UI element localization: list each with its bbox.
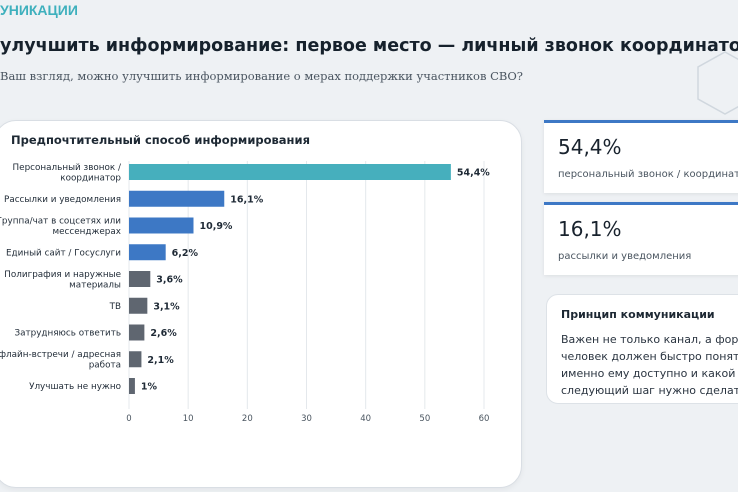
x-tick-label: 20 bbox=[242, 414, 253, 424]
value-label: 54,4% bbox=[457, 168, 490, 179]
value-label: 1% bbox=[141, 382, 158, 393]
bar-chart: 0 10 20 30 40 50 60 Персональный звонок / коорди… bbox=[0, 161, 490, 424]
category-label: Группа/чат в соцсетях или мессенджерах bbox=[0, 216, 121, 237]
category-label-line: Единый сайт / Госуслуги bbox=[6, 248, 121, 258]
section-tag: УНИКАЦИИ bbox=[0, 2, 78, 18]
category-label-line: координатор bbox=[60, 173, 121, 183]
category-label-line: мессенджерах bbox=[53, 227, 122, 237]
value-label: 3,6% bbox=[156, 275, 183, 286]
category-label-line: работа bbox=[89, 361, 121, 371]
category-label: Единый сайт / Госуслуги bbox=[6, 248, 121, 258]
category-label-line: Офлайн-встречи / адресная bbox=[0, 350, 121, 360]
principle-line: именно ему доступно и какой bbox=[561, 367, 736, 380]
stat-value: 16,1% bbox=[558, 217, 622, 241]
category-label-line: Группа/чат в соцсетях или bbox=[0, 216, 121, 226]
x-tick-label: 0 bbox=[126, 414, 131, 424]
principle-line: следующий шаг нужно сделать. bbox=[561, 384, 738, 397]
stat-card-phone: 54,4% персональный звонок / координатор bbox=[544, 120, 738, 193]
category-label-line: ТВ bbox=[109, 302, 121, 312]
value-label: 10,9% bbox=[199, 221, 232, 232]
x-tick-label: 50 bbox=[419, 414, 430, 424]
chart-title: Предпочтительный способ информирования bbox=[11, 133, 310, 147]
page-subtitle: Ваш взгляд, можно улучшить информировани… bbox=[0, 69, 523, 83]
category-label-line: материалы bbox=[69, 280, 121, 290]
page-title: улучшить информирование: первое место — … bbox=[0, 36, 738, 56]
category-label: Офлайн-встречи / адресная работа bbox=[0, 350, 121, 371]
category-label: Затрудняюсь ответить bbox=[14, 329, 121, 339]
x-tick-label: 10 bbox=[183, 414, 194, 424]
bar bbox=[129, 324, 145, 341]
category-label-line: Полиграфия и наружные bbox=[4, 270, 121, 280]
category-label-line: Затрудняюсь ответить bbox=[14, 329, 121, 339]
principle-card: Принцип коммуникации Важен не только кан… bbox=[546, 294, 738, 404]
principle-line: Важен не только канал, а форма bbox=[561, 333, 738, 346]
category-label-line: Рассылки и уведомления bbox=[4, 195, 121, 205]
category-label: ТВ bbox=[109, 302, 121, 312]
category-label: Улучшать не нужно bbox=[29, 382, 121, 392]
category-label-line: Улучшать не нужно bbox=[29, 382, 121, 392]
chart-card: Предпочтительный способ информирования 0… bbox=[0, 120, 522, 488]
bar bbox=[129, 217, 194, 234]
value-label: 6,2% bbox=[172, 248, 199, 259]
category-label: Полиграфия и наружные материалы bbox=[4, 270, 121, 291]
stat-card-mailing: 16,1% рассылки и уведомления bbox=[544, 202, 738, 275]
principle-text: Важен не только канал, а форма человек д… bbox=[561, 331, 738, 399]
bar bbox=[129, 351, 142, 368]
stat-label: персональный звонок / координатор bbox=[558, 169, 738, 180]
category-label-line: Персональный звонок / bbox=[13, 163, 121, 173]
stat-value: 54,4% bbox=[558, 135, 622, 159]
value-label: 2,1% bbox=[147, 355, 174, 366]
bar bbox=[129, 190, 225, 207]
principle-line: человек должен быстро понять, bbox=[561, 350, 738, 363]
bar bbox=[129, 244, 166, 261]
stat-label: рассылки и уведомления bbox=[558, 251, 692, 262]
category-label: Рассылки и уведомления bbox=[4, 195, 121, 205]
x-tick-label: 30 bbox=[301, 414, 312, 424]
hexagon-decoration-icon bbox=[697, 51, 738, 115]
category-label: Персональный звонок / координатор bbox=[13, 163, 122, 184]
bar bbox=[129, 297, 148, 314]
x-tick-label: 40 bbox=[360, 414, 371, 424]
value-label: 2,6% bbox=[150, 328, 177, 339]
x-tick-label: 60 bbox=[479, 414, 490, 424]
value-label: 3,1% bbox=[153, 301, 180, 312]
bar bbox=[129, 164, 451, 180]
principle-title: Принцип коммуникации bbox=[561, 308, 715, 321]
bar bbox=[129, 271, 151, 287]
value-label: 16,1% bbox=[230, 194, 263, 205]
bar bbox=[129, 378, 135, 394]
